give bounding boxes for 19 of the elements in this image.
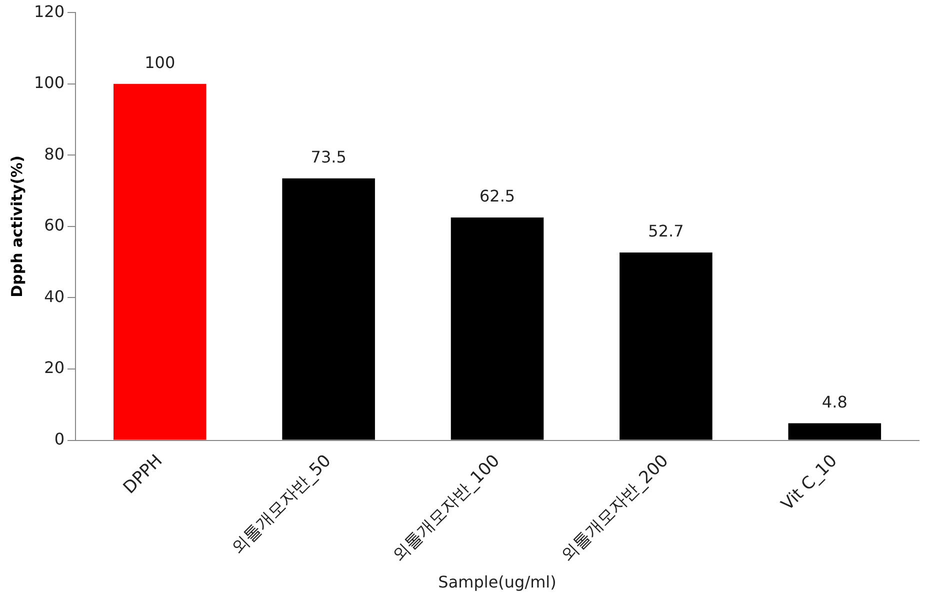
- y-axis-title: Dpph activity(%): [8, 156, 26, 298]
- bar: [788, 423, 882, 440]
- y-tick-label: 40: [44, 286, 65, 306]
- data-label: 100: [144, 53, 176, 72]
- bar: [282, 178, 375, 440]
- y-tick-label: 120: [34, 2, 65, 21]
- bar: [450, 218, 544, 440]
- y-tick-label: 100: [34, 73, 65, 92]
- data-label: 73.5: [310, 147, 346, 166]
- y-tick-label: 20: [44, 358, 65, 378]
- data-label: 62.5: [479, 186, 516, 206]
- bar: [620, 252, 712, 440]
- y-tick-label: 80: [44, 144, 65, 164]
- bar: [113, 84, 206, 440]
- data-label: 4.8: [822, 392, 848, 412]
- y-tick-label: 0: [54, 429, 65, 448]
- y-tick-label: 60: [44, 216, 65, 235]
- x-axis-title: Sample(ug/ml): [438, 572, 556, 592]
- data-label: 52.7: [648, 222, 684, 241]
